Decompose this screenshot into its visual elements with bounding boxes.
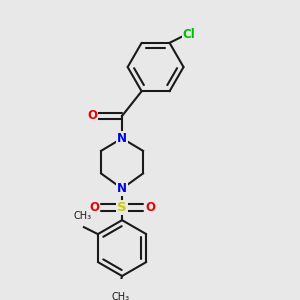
Text: CH₃: CH₃ [74, 211, 92, 221]
Text: O: O [145, 201, 155, 214]
Text: Cl: Cl [183, 28, 196, 41]
Text: S: S [117, 201, 127, 214]
Text: N: N [117, 132, 127, 145]
Text: O: O [89, 201, 99, 214]
Text: N: N [117, 182, 127, 195]
Text: O: O [87, 110, 97, 122]
Text: CH₃: CH₃ [112, 292, 130, 300]
